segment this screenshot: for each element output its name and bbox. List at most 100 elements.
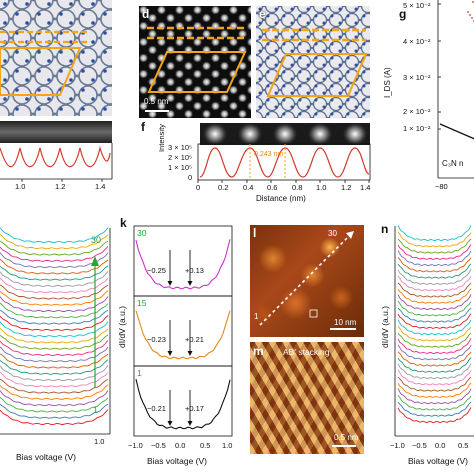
panel-f-annotation: 0.243 nm xyxy=(254,151,284,158)
panel-n-spectrum-trace xyxy=(397,338,472,354)
panel-j-spectrum-trace xyxy=(0,378,109,394)
panel-n-spectrum-trace xyxy=(397,238,472,254)
panel-e-label: e xyxy=(259,7,266,21)
panel-k-plot xyxy=(133,225,233,437)
panel-n-ylabel: dI/dV (a.u.) xyxy=(380,305,390,348)
panel-j-spectrum-trace xyxy=(0,227,109,244)
panel-j-spectrum-trace xyxy=(0,290,109,306)
panel-n-spectrum-trace xyxy=(397,244,472,260)
panel-g-ytick-5: 5 × 10⁻² xyxy=(403,1,431,10)
panel-f-xtick: 1.2 xyxy=(341,183,352,192)
panel-n-spectrum-trace xyxy=(397,282,472,298)
panel-n-spectrum-trace xyxy=(397,313,472,329)
panel-f-ytick-2: 2 × 10⁵ xyxy=(168,153,193,162)
panel-m-svg xyxy=(332,445,356,447)
panel-f-plot xyxy=(197,143,371,183)
panel-j-spectrum-trace xyxy=(0,346,109,363)
panel-m-label: m xyxy=(253,344,264,358)
panel-j-spectrum-trace xyxy=(0,396,109,413)
panel-d-scalebar-label: 0.5 nm xyxy=(144,97,169,106)
panel-f-xtick: 0.4 xyxy=(243,183,254,192)
panel-j-xtick: 1.0 xyxy=(94,437,105,446)
panel-n-spectrum-trace xyxy=(397,231,472,248)
panel-n-spectrum-trace xyxy=(397,388,472,405)
panel-k-1-left: −0.21 xyxy=(147,404,166,413)
panel-k-trace xyxy=(135,310,231,360)
panel-k-subplot-frame xyxy=(133,295,233,367)
panel-k-xtick: −1.0 xyxy=(128,441,143,450)
panel-k-1-right: +0.17 xyxy=(185,404,204,413)
left-lattice-image xyxy=(0,0,112,116)
panel-j-spectrum-trace xyxy=(0,390,109,407)
panel-j-spectrum-trace xyxy=(0,296,109,313)
panel-j-spectrum-trace xyxy=(0,371,109,388)
panel-k-xticks: −1.0 −0.5 0.0 0.5 1.0 xyxy=(128,441,238,451)
left-xtick-3: 1.4 xyxy=(95,182,106,191)
panel-g-legend: C₃N n xyxy=(442,159,464,168)
left-lattice-svg xyxy=(0,0,112,116)
panel-n-spectrum-trace xyxy=(397,332,472,348)
panel-f-xtick: 0.8 xyxy=(292,183,303,192)
panel-n-spectrum-trace xyxy=(397,376,472,392)
panel-k-gap-arrowhead xyxy=(167,281,173,286)
panel-k-ylabel: dI/dV (a.u.) xyxy=(117,305,127,348)
panel-k-xlabel: Bias voltage (V) xyxy=(147,456,207,466)
panel-f-ytick-3: 3 × 10⁵ xyxy=(168,143,193,152)
panel-j-spectrum-trace xyxy=(0,327,109,344)
panel-n-spectrum-trace xyxy=(397,351,472,367)
panel-j-spectrum-trace xyxy=(0,359,109,375)
panel-f-xtick: 1.0 xyxy=(316,183,327,192)
panel-n-spectrum-trace xyxy=(397,407,472,424)
panel-n-spectrum-trace xyxy=(397,269,472,285)
panel-k-gap-arrowhead xyxy=(187,351,193,356)
panel-j-spectrum-trace xyxy=(0,365,109,382)
panel-k-index-1: 1 xyxy=(137,368,142,378)
panel-n-spectrum-trace xyxy=(397,225,472,242)
panel-m-caption: AB' stacking xyxy=(283,347,330,357)
panel-k-trace xyxy=(135,239,231,290)
panel-k-gap-arrowhead xyxy=(167,351,173,356)
panel-n-spectrum-trace xyxy=(397,382,472,398)
panel-k-trace xyxy=(135,378,231,430)
panel-j-spectrum-trace xyxy=(0,353,109,369)
panel-l-scalebar: 10 nm xyxy=(334,318,357,327)
panel-g-label: g xyxy=(399,7,407,21)
panel-j-spectrum-trace xyxy=(0,233,109,250)
panel-g-ytick-4: 4 × 10⁻² xyxy=(403,37,431,46)
panel-n-spectrum-trace xyxy=(397,263,472,279)
panel-f-ytick-1: 1 × 10⁵ xyxy=(168,163,193,172)
panel-k-30-right: +0.13 xyxy=(185,266,204,275)
panel-j-top-label: 30 xyxy=(91,235,102,245)
panel-j-axes xyxy=(0,228,111,435)
panel-j-spectrum-trace xyxy=(0,240,109,256)
panel-g-xtick: −80 xyxy=(435,182,448,191)
panel-j-spectrum-trace xyxy=(0,384,109,400)
panel-n-spectrum-trace xyxy=(397,401,472,417)
panel-l-label: l xyxy=(253,226,257,240)
panel-k-gap-arrowhead xyxy=(187,281,193,286)
panel-f-xlabel: Distance (nm) xyxy=(256,194,306,203)
panel-k-15-left: −0.23 xyxy=(147,335,166,344)
panel-j-spectrum-trace xyxy=(0,340,109,356)
panel-j-spectrum-trace xyxy=(0,284,109,300)
panel-k-index-15: 15 xyxy=(137,298,147,308)
panel-n-spectrum-trace xyxy=(397,326,472,342)
panel-j-spectrum-trace xyxy=(0,309,109,325)
panel-g-ytick-1: 1 × 10⁻² xyxy=(403,124,431,133)
panel-k-gap-arrowhead xyxy=(187,421,193,426)
panel-j-spectrum-trace xyxy=(0,259,109,275)
panel-n-xtick: −1.0 xyxy=(390,441,405,450)
panel-d-svg xyxy=(139,6,251,118)
panel-n-spectrum-trace xyxy=(397,257,472,273)
panel-k-30-left: −0.25 xyxy=(147,266,166,275)
panel-n-spectrum-trace xyxy=(397,307,472,323)
panel-l-label-30: 30 xyxy=(328,229,337,238)
panel-e-model-image xyxy=(256,6,370,118)
panel-f-strip xyxy=(200,123,370,145)
panel-f-xtick: 0.2 xyxy=(218,183,229,192)
panel-n-stacked-spectra xyxy=(394,225,474,437)
panel-j-spectrum-trace xyxy=(0,271,109,287)
panel-f-xtick: 0 xyxy=(196,183,201,192)
left-xtick-2: 1.2 xyxy=(55,182,66,191)
left-xtick-1: 1.0 xyxy=(15,182,26,191)
